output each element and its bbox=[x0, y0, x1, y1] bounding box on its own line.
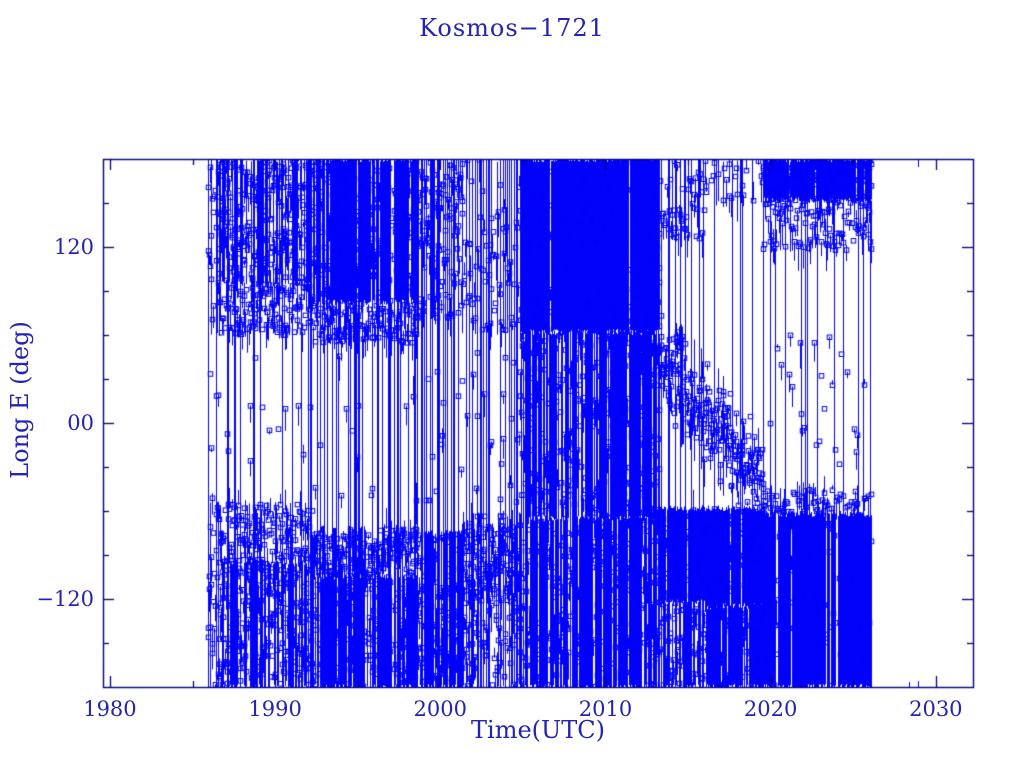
x-tick-label: 2020 bbox=[743, 697, 798, 721]
x-tick-label: 2010 bbox=[578, 697, 633, 721]
x-tick-label: 2030 bbox=[909, 697, 963, 721]
x-tick-label: 1980 bbox=[83, 697, 137, 721]
y-tick-label: −120 bbox=[36, 587, 94, 611]
y-tick-label: 00 bbox=[67, 411, 94, 435]
x-axis-label: Time(UTC) bbox=[471, 716, 605, 744]
x-tick-label: 2000 bbox=[413, 697, 467, 721]
y-tick-label: 120 bbox=[53, 235, 94, 259]
x-tick-label: 1990 bbox=[248, 697, 302, 721]
